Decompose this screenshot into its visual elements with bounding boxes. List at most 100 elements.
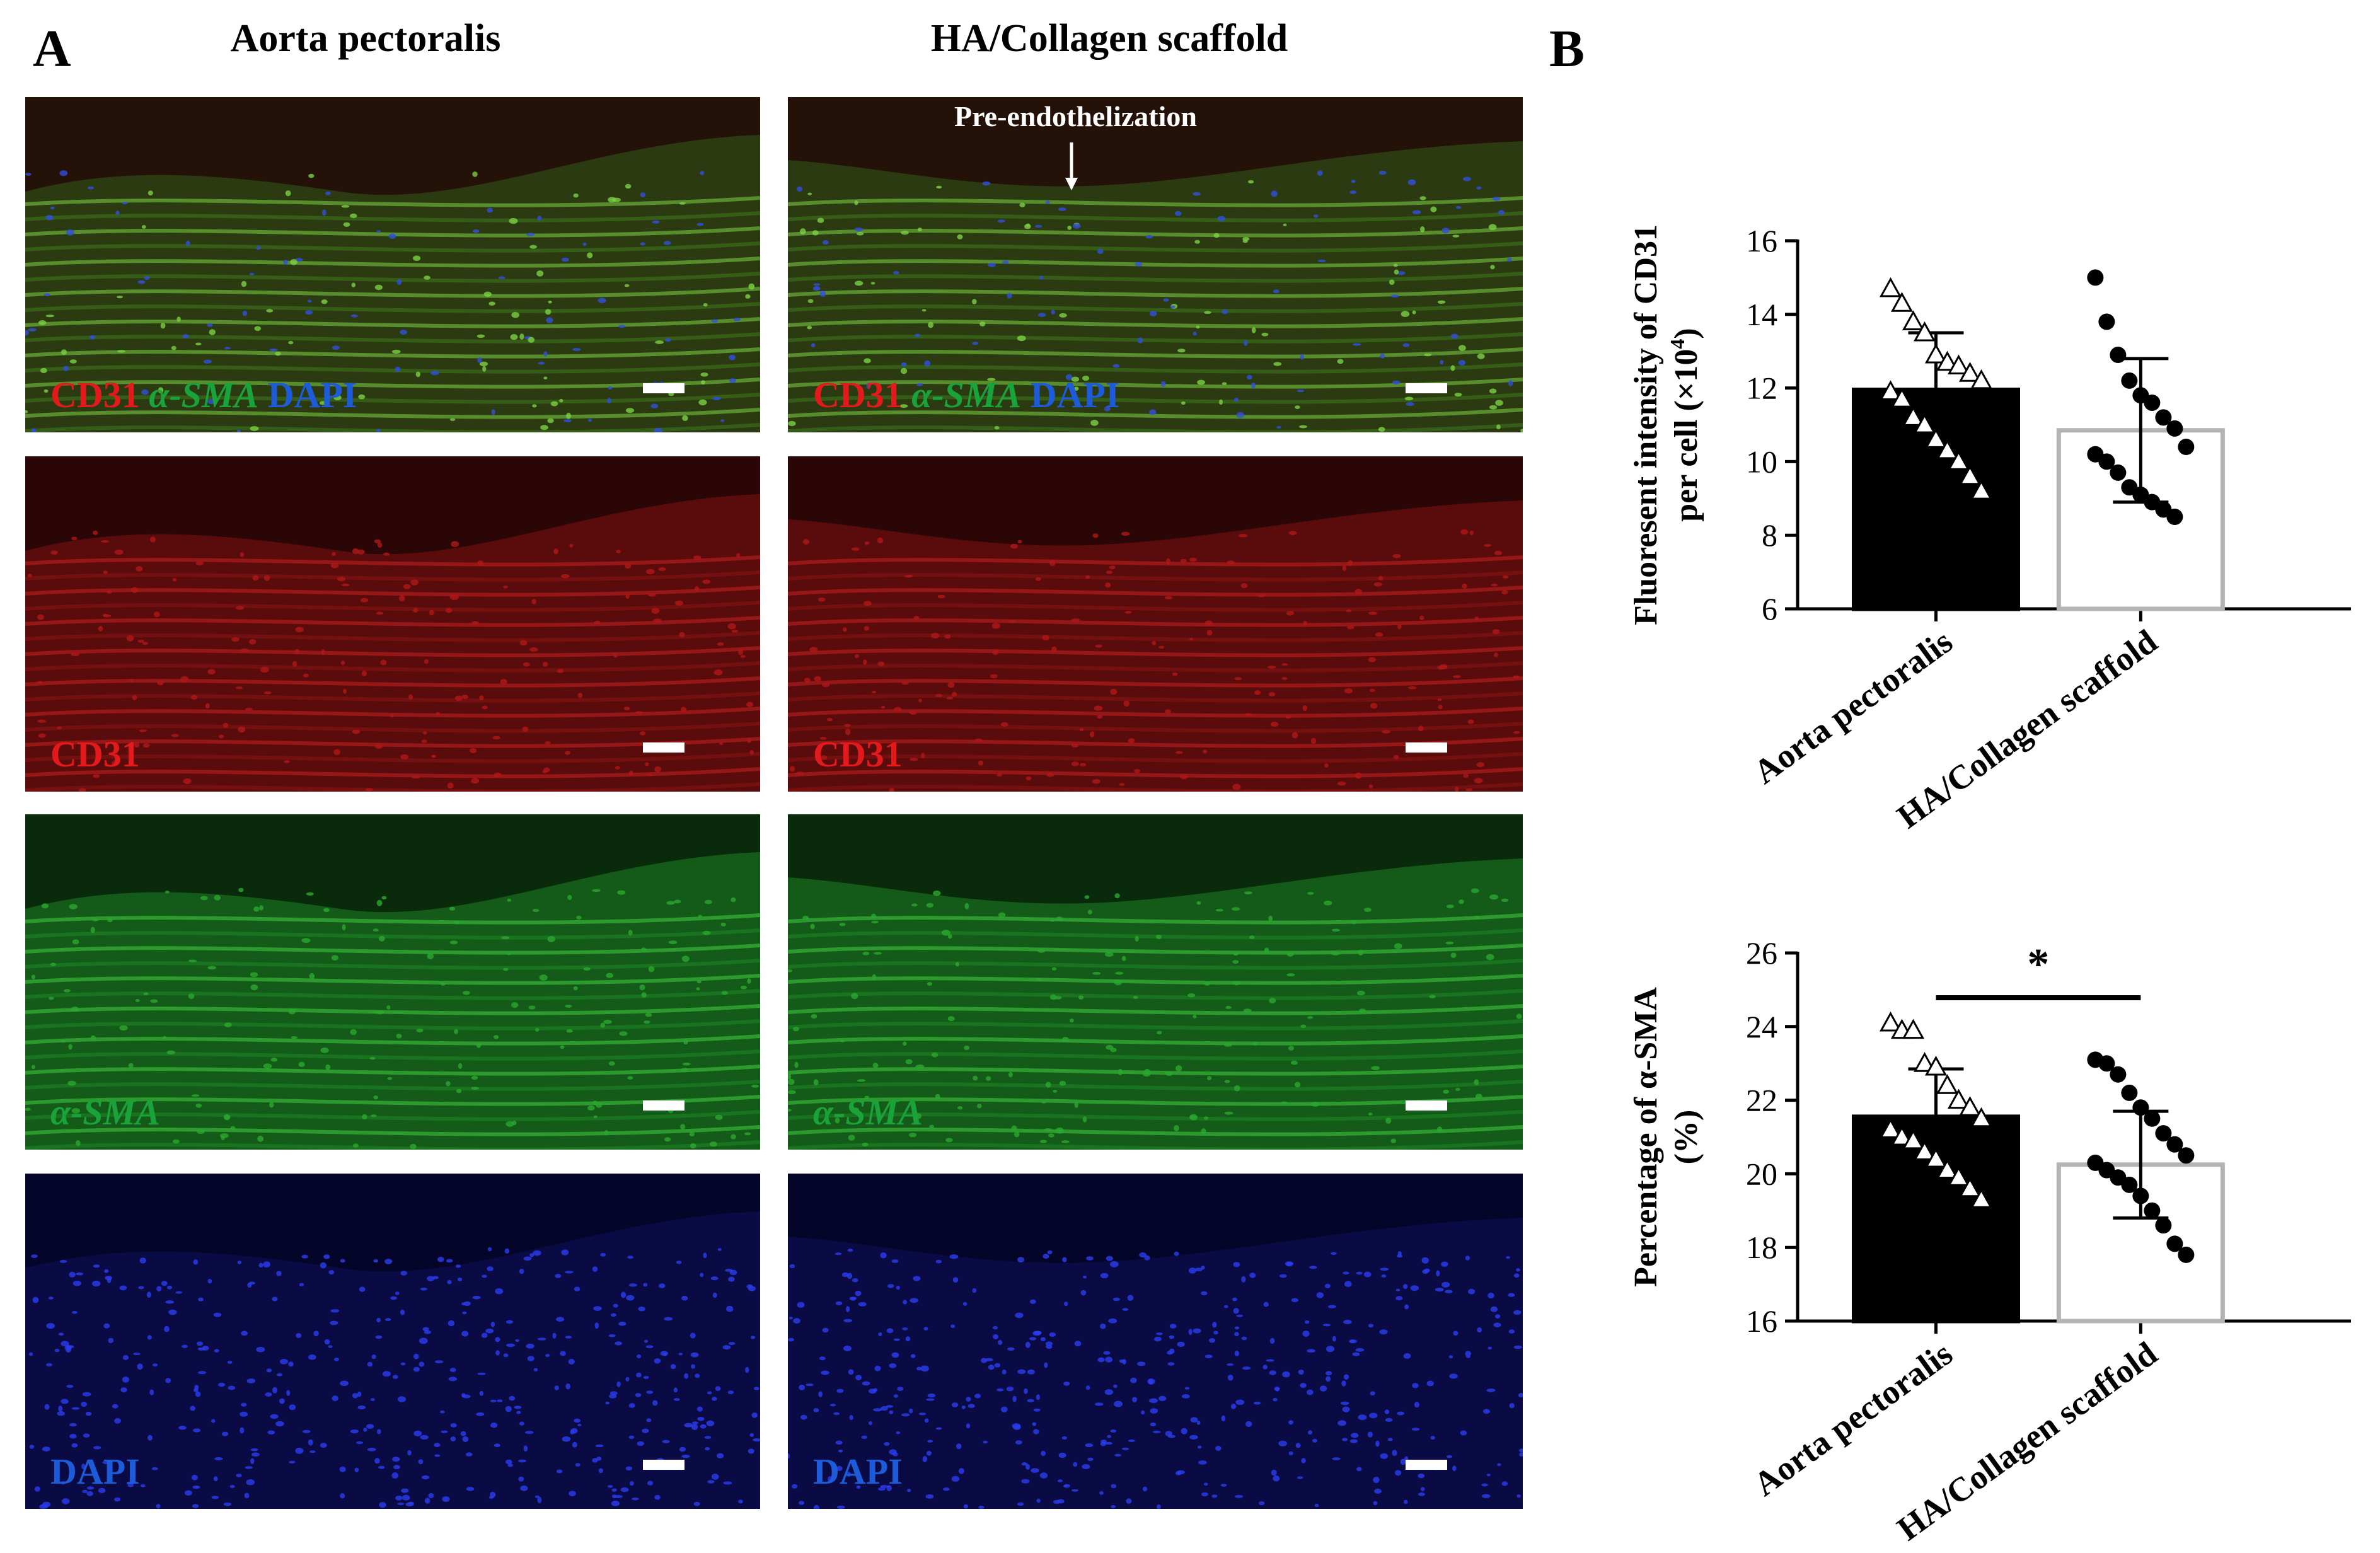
data-point-circle	[2132, 1099, 2149, 1116]
y-tick-label: 6	[1762, 591, 1777, 626]
channel-label: α-SMA	[813, 1092, 923, 1133]
data-point-circle	[2155, 1217, 2172, 1234]
scale-bar	[1406, 1460, 1447, 1470]
merge-channel-label: CD31 α-SMA DAPI	[813, 377, 1119, 413]
pre-endothelization-annotation: Pre-endothelization	[954, 100, 1197, 132]
data-point-triangle	[1890, 292, 1914, 312]
merge-channel-label: CD31 α-SMA DAPI	[50, 377, 357, 413]
data-point-triangle	[1947, 450, 1970, 470]
data-point-triangle	[1958, 1177, 1982, 1198]
data-point-triangle	[1913, 413, 1936, 434]
y-tick-label: 8	[1762, 517, 1777, 553]
micrograph-scaffold-row-3: α-SMA	[788, 814, 1523, 1150]
micrograph-aorta-row-3: α-SMA	[25, 814, 760, 1150]
merge-label-part: DAPI	[1030, 374, 1120, 415]
y-tick-label: 12	[1746, 371, 1777, 406]
data-point-circle	[2178, 1147, 2195, 1164]
y-tick-label: 10	[1746, 444, 1777, 479]
y-tick-label: 14	[1746, 297, 1777, 332]
data-point-triangle	[1913, 1140, 1936, 1160]
data-point-circle	[2166, 1235, 2183, 1252]
data-point-triangle	[1924, 343, 1948, 364]
data-point-circle	[2110, 347, 2127, 364]
y-tick-label: 16	[1746, 1303, 1777, 1339]
pre-endothelization-arrow	[1065, 142, 1078, 190]
sma-percentage-chart: 16 18 20 22 24 26 Percentage of α-SMA (%) Aorta …	[1628, 935, 2351, 1548]
y-axis-label-close: )	[1668, 328, 1704, 338]
data-point-circle	[2098, 453, 2115, 470]
panel-b-label: B	[1549, 20, 1585, 78]
data-point-triangle	[1890, 388, 1914, 408]
data-point-triangle	[1936, 1074, 1959, 1094]
data-point-circle	[2178, 1246, 2195, 1263]
data-point-triangle	[1902, 310, 1925, 330]
merge-label-part: α-SMA	[911, 374, 1022, 415]
merge-label-part: DAPI	[267, 374, 357, 415]
scale-bar	[643, 383, 685, 393]
y-axis-label-line1: Percentage of α-SMA	[1628, 987, 1664, 1287]
y-axis-label-main: (%)	[1668, 1110, 1704, 1165]
data-point-triangle	[1879, 277, 1902, 297]
channel-label: DAPI	[50, 1451, 140, 1492]
data-point-triangle	[1947, 1166, 1970, 1186]
micrograph-aorta-row-2: CD31	[25, 456, 760, 792]
data-point-triangle	[1924, 428, 1948, 448]
data-point-circle	[2166, 1136, 2183, 1153]
data-point-triangle	[1947, 354, 1970, 375]
data-point-triangle	[1924, 1055, 1948, 1076]
y-tick-label: 16	[1746, 223, 1777, 258]
y-tick-label: 22	[1746, 1083, 1777, 1118]
data-point-triangle	[1913, 1052, 1936, 1072]
merge-label-part: CD31	[50, 374, 140, 415]
y-axis-label-line2: per cell (×104)	[1666, 328, 1704, 521]
data-point-circle	[2144, 1202, 2161, 1219]
data-point-triangle	[1913, 321, 1936, 342]
y-axis-label: Percentage of α-SMA (%)	[1628, 987, 1704, 1287]
column-title-scaffold: HA/Collagen scaffold	[930, 17, 1288, 60]
data-point-triangle	[1936, 350, 1959, 371]
data-point-triangle	[1970, 1188, 1993, 1208]
scale-bar	[643, 1460, 685, 1470]
data-point-circle	[2098, 313, 2115, 330]
data-point-circle	[2166, 420, 2183, 437]
scale-bar	[1406, 383, 1447, 393]
y-axis-label-line1: Fluoresent intensity of CD31	[1628, 224, 1664, 625]
channel-label: α-SMA	[50, 1092, 160, 1133]
y-axis-label-line2: (%)	[1668, 1110, 1704, 1165]
channel-label: DAPI	[813, 1451, 903, 1492]
data-point-circle	[2110, 464, 2127, 481]
y-axis-label-main: per cell (×10	[1668, 349, 1704, 522]
data-point-triangle	[1879, 1011, 1902, 1032]
data-point-triangle	[1970, 1107, 1993, 1128]
data-point-circle	[2155, 409, 2172, 426]
y-tick-label: 24	[1746, 1009, 1777, 1044]
y-tick-label: 26	[1746, 935, 1777, 971]
y-tick-label: 20	[1746, 1156, 1777, 1191]
data-point-triangle	[1902, 406, 1925, 426]
data-point-triangle	[1879, 380, 1902, 400]
data-point-circle	[2166, 509, 2183, 525]
channel-label: CD31	[50, 734, 140, 775]
x-category-label: Aorta pectoralis	[1747, 1334, 1959, 1503]
data-point-circle	[2155, 1125, 2172, 1142]
y-axis-label: Fluoresent intensity of CD31 per cell (×1…	[1628, 224, 1704, 625]
micrograph-scaffold-row-1: CD31 α-SMA DAPI	[788, 97, 1523, 432]
scale-bar	[1406, 742, 1447, 753]
data-point-triangle	[1958, 465, 1982, 485]
data-point-circle	[2098, 1055, 2115, 1072]
merge-label-part: CD31	[813, 374, 903, 415]
data-point-triangle	[1958, 362, 1982, 382]
micrograph-scaffold-row-2: CD31	[788, 456, 1523, 792]
data-point-circle	[2144, 1110, 2161, 1127]
data-point-circle	[2132, 1187, 2149, 1204]
data-point-triangle	[1947, 1088, 1970, 1109]
data-point-triangle	[1924, 1147, 1948, 1168]
y-axis-label-superscript: 4	[1666, 339, 1689, 349]
y-tick-label: 18	[1746, 1230, 1777, 1265]
micrograph-scaffold-row-4: DAPI	[788, 1174, 1523, 1509]
data-point-triangle	[1936, 439, 1959, 459]
data-point-circle	[2121, 372, 2138, 389]
data-point-triangle	[1936, 1158, 1959, 1179]
scale-bar	[643, 1100, 685, 1111]
data-point-circle	[2144, 394, 2161, 411]
